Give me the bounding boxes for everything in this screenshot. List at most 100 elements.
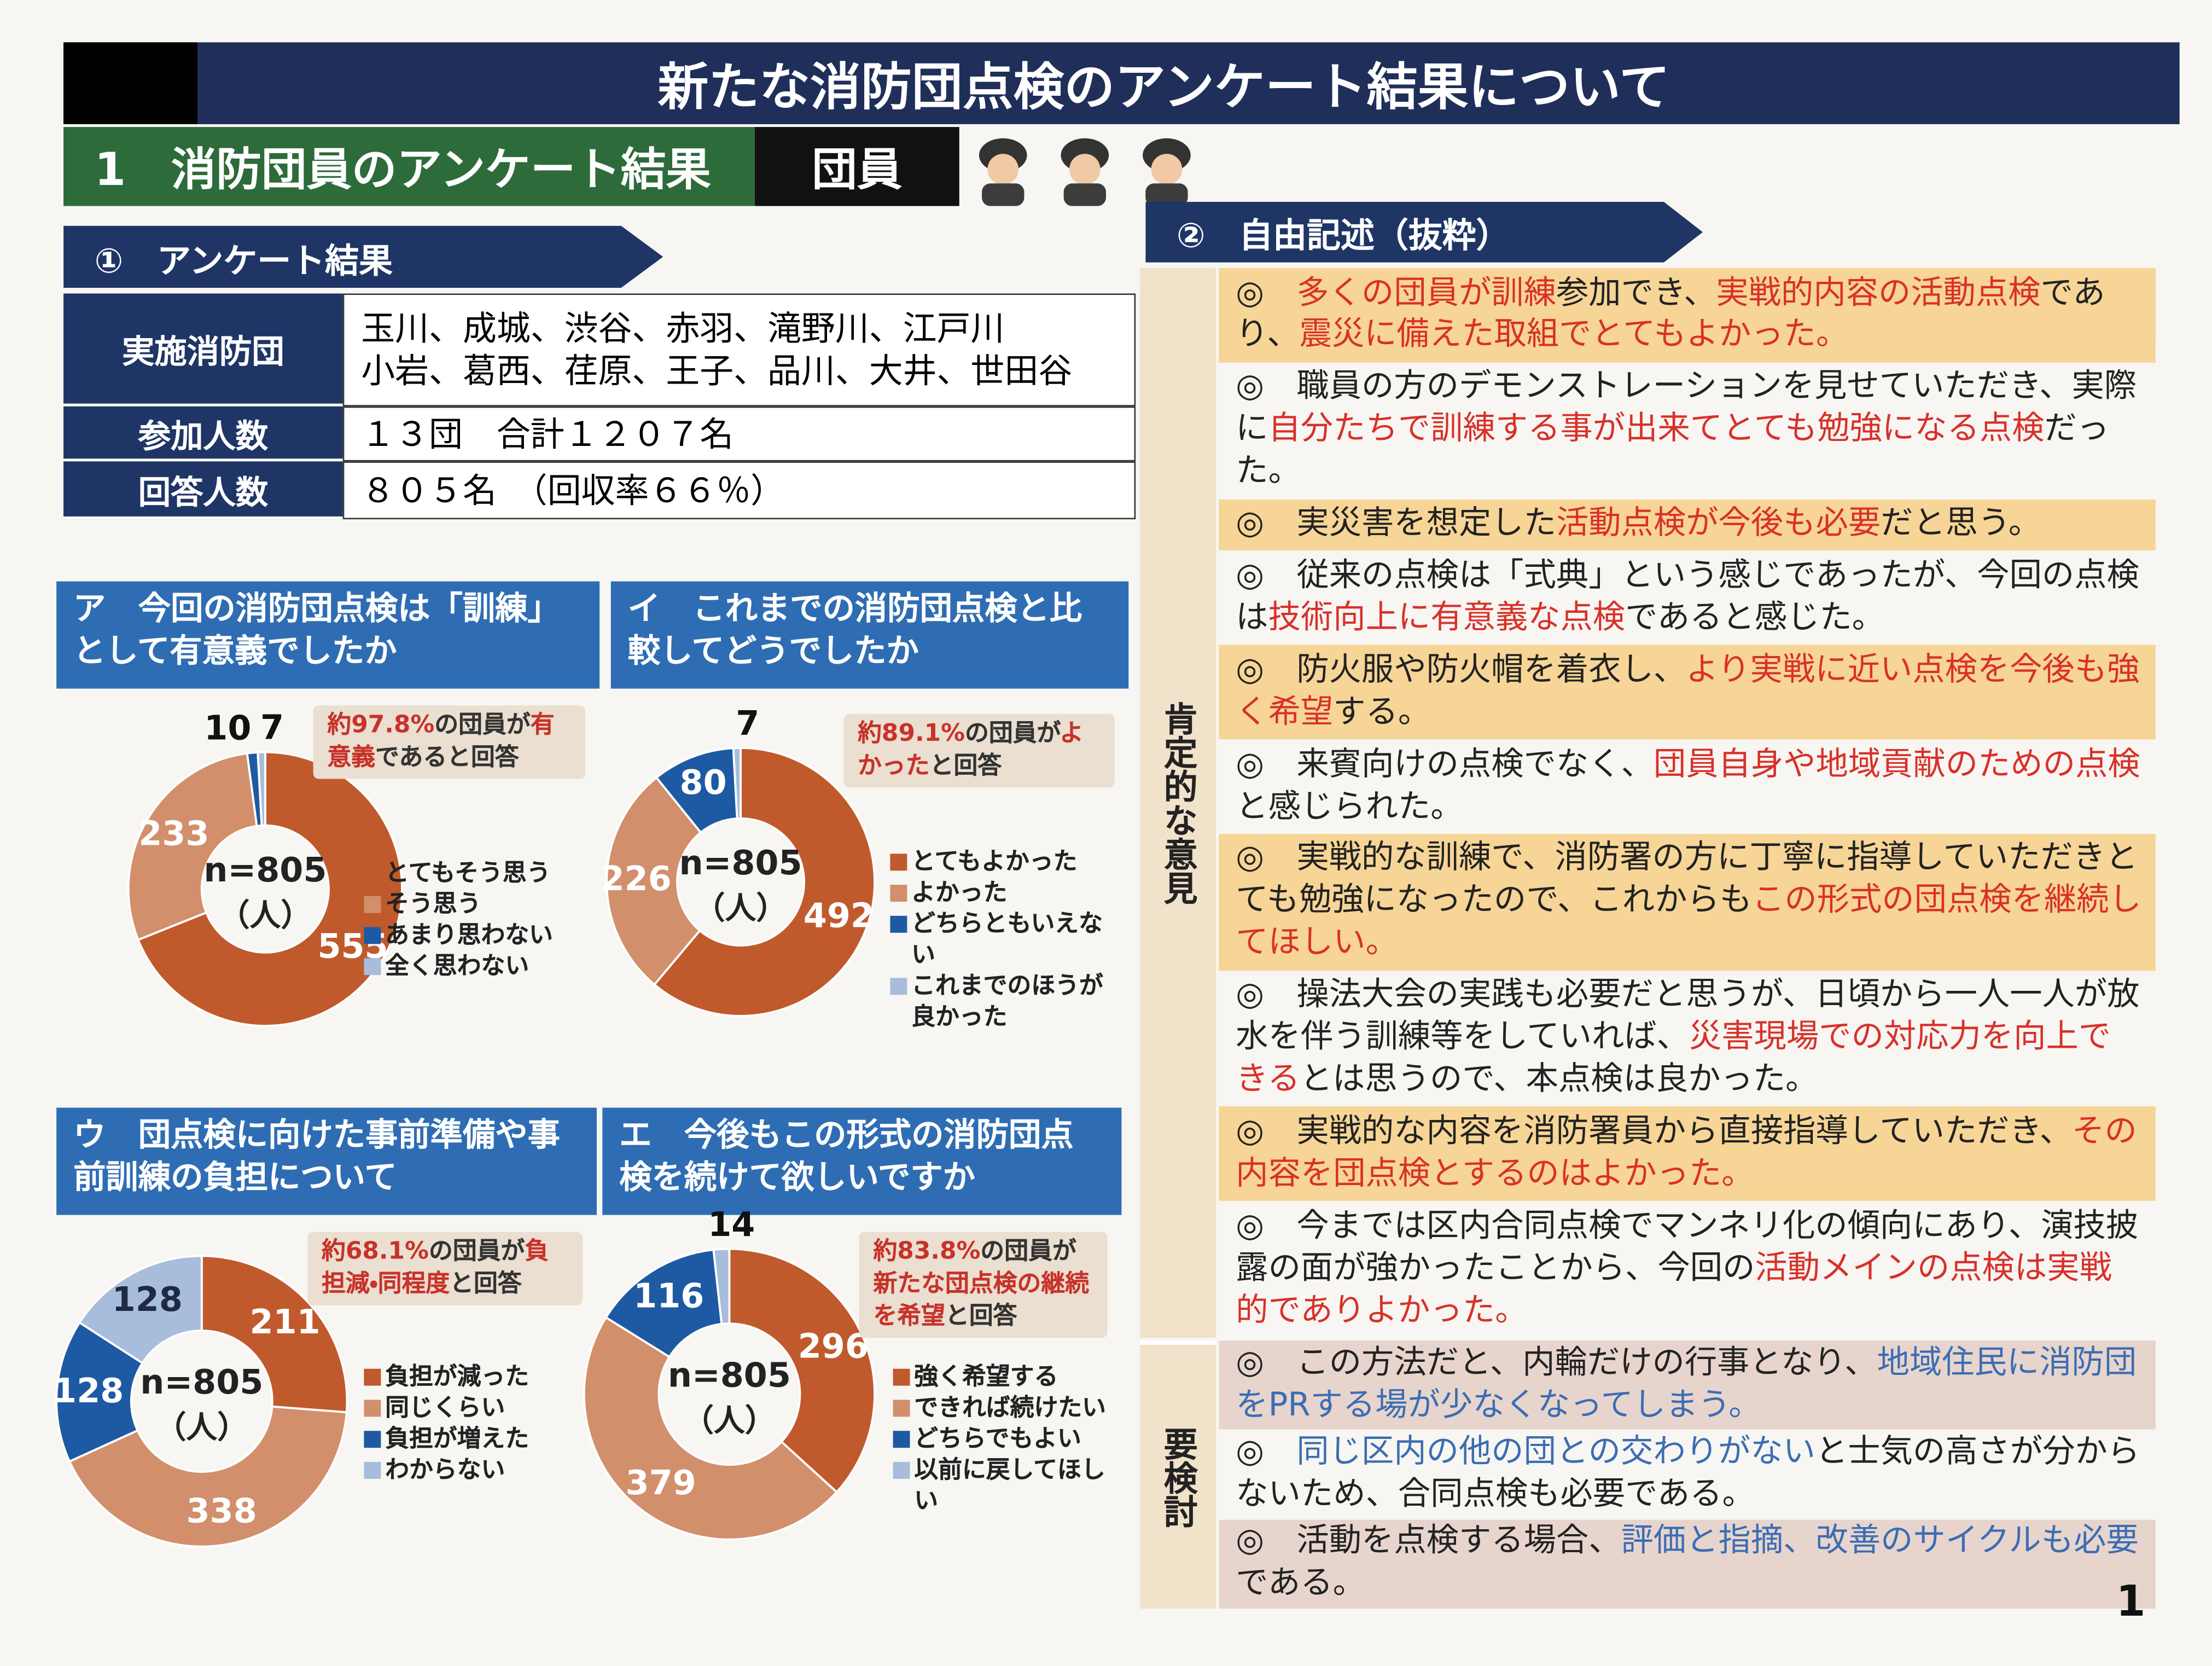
title-bar: 新たな消防団点検のアンケート結果について [63, 42, 2180, 124]
center-label: n=805 [668, 1355, 791, 1395]
table-text: 玉川、成城、渋谷、赤羽、滝野川、江戸川 [361, 309, 1005, 349]
legend-swatch [364, 1431, 381, 1448]
value-label: 492 [804, 896, 874, 935]
comment-text: ◎ 防火服や防火帽を着衣し、より実戦に近い点検を今後も強く希望する。 [1236, 651, 2141, 735]
legend-swatch [364, 896, 381, 913]
chart-title: エ 今後もこの形式の消防団点検を続けて欲しいですか [602, 1107, 1122, 1215]
legend-swatch [893, 1461, 910, 1479]
legend-label: よかった [911, 879, 1008, 908]
comment: ◎ 防火服や防火帽を着衣し、より実戦に近い点検を今後も強く希望する。 [1219, 645, 2156, 740]
value-label: 233 [138, 814, 209, 853]
callout-note: 約97.8%の団員が有意義であると回答 [313, 705, 586, 779]
text-segment: の団員が [980, 1237, 1076, 1266]
legend: 強く希望する できれば続けたい どちらでもよい 以前に戻してほしい [893, 1362, 1116, 1517]
pie-chart: 492 226 807 n=805 （人） [601, 704, 876, 1017]
legend-swatch [890, 978, 907, 995]
text-segment: ◎ 職員の方のデモンストレーションを見せていただき、実際に [1236, 369, 2137, 448]
callout-note: 約68.1%の団員が負担減・同程度と回答 [307, 1232, 583, 1305]
callout-note: 約83.8%の団員が新たな団点検の継続を希望と回答 [859, 1232, 1108, 1338]
text-segment: であると回答 [375, 744, 519, 772]
legend-item: とてもそう思う [364, 858, 593, 889]
text-segment: 震災に備えた取組でとてもよかった。 [1299, 316, 1849, 353]
legend-label: 負担が増えた [385, 1425, 529, 1454]
comment-text: ◎ 従来の点検は「式典」という感じであったが、今回の点検は技術向上に有意義な点検… [1236, 556, 2141, 640]
comment: ◎ 同じ区内の他の団との交わりがないと士気の高さが分からないため、合同点検も必要… [1219, 1430, 2156, 1519]
legend-item: とてもよかった [890, 846, 1123, 878]
comment: ◎ 操法大会の実践も必要だと思うが、日頃から一人一人が放水を伴う訓練等をしていれ… [1219, 971, 2156, 1107]
center-label: n=805 [679, 843, 802, 883]
pie-chart: 211 338 128 128 n=805 （人） [53, 1255, 348, 1548]
page-number: 1 [2116, 1577, 2146, 1627]
legend-swatch [364, 1461, 381, 1479]
legend-swatch [890, 915, 907, 933]
redaction [63, 42, 198, 124]
comment: ◎ この方法だと、内輪だけの行事となり、地域住民に消防団をPRする場が少なくなっ… [1219, 1340, 2156, 1430]
center-label: n=805 [203, 850, 327, 890]
pie-slice [583, 1316, 839, 1541]
legend-label: 負担が減った [385, 1363, 529, 1391]
text-segment: ◎ この方法だと、内輪だけの行事となり、 [1236, 1344, 1877, 1381]
legend-item: できれば続けたい [893, 1393, 1116, 1424]
pie-slice [137, 751, 403, 1027]
text-segment: であり、 [1236, 274, 2105, 353]
legend-swatch [893, 1431, 910, 1448]
comment: ◎ 来賓向けの点検でなく、団員自身や地域貢献のための点検と感じられた。 [1219, 740, 2156, 834]
chart-panel: ア 今回の消防団点検は「訓練」として有意義でしたか 555 233 10 7 n=805 （… [56, 581, 600, 1076]
text-segment: と士気の高さが分からないため、合同点検も必要である。 [1236, 1433, 2140, 1513]
subheading: ① アンケート結果 [63, 225, 663, 288]
legend-label: とてもそう思う [385, 859, 551, 888]
value-label: 80 [680, 763, 727, 802]
comment: ◎ 実災害を想定した活動点検が今後も必要だと思う。 [1219, 498, 2156, 552]
value-label: 128 [53, 1371, 124, 1410]
center-unit: （人） [155, 1409, 248, 1446]
legend-label: できれば続けたい [914, 1394, 1107, 1423]
chart-title: ウ 団点検に向けた事前準備や事前訓練の負担について [56, 1107, 597, 1215]
legend-swatch [364, 864, 381, 882]
comment-list: ◎ この方法だと、内輪だけの行事となり、地域住民に消防団をPRする場が少なくなっ… [1219, 1340, 2156, 1609]
table-cell: ８０５名 （回収率６６％） [342, 461, 1136, 520]
pie-slice [732, 746, 742, 820]
comment-list: ◎ 多くの団員が訓練参加でき、実戦的内容の活動点検であり、震災に備えた取組でとて… [1219, 268, 2156, 1338]
text-segment: 多くの団員が訓練 [1296, 274, 1556, 311]
table-text: 小岩、葛西、荏原、王子、品川、大井、世田谷 [361, 351, 1073, 391]
value-label: 296 [798, 1326, 869, 1366]
legend-label: 全く思わない [385, 952, 529, 981]
side-label: 肯定的な意見 [1139, 268, 1216, 1338]
value-label: 128 [112, 1280, 183, 1319]
text-segment: 同じ区内の他の団との交わりがない [1296, 1433, 1815, 1471]
firefighter-icon [970, 136, 1035, 206]
text-segment: 実戦的内容の活動点検 [1716, 274, 2041, 311]
text-segment: の団員が [429, 1237, 525, 1266]
center-label: n=805 [140, 1362, 263, 1402]
text-segment: ◎ 実戦的な内容を消防署員から直接指導していただき、 [1236, 1113, 2073, 1150]
table-cell: 玉川、成城、渋谷、赤羽、滝野川、江戸川 小岩、葛西、荏原、王子、品川、大井、世田谷 [342, 293, 1136, 407]
text-segment: と感じられた。 [1236, 788, 1463, 825]
legend-swatch [893, 1368, 910, 1386]
comment-text: ◎ 実戦的な訓練で、消防署の方に丁寧に指導していただきとても勉強になったので、こ… [1236, 839, 2141, 965]
text-segment: 評価と指摘、改善のサイクルも必要 [1621, 1523, 2139, 1560]
comment-text: ◎ 実戦的な内容を消防署員から直接指導していただき、その内容を団点検とするのはよ… [1236, 1112, 2141, 1196]
comment-text: ◎ 実災害を想定した活動点検が今後も必要だと思う。 [1236, 504, 2141, 546]
text-segment: 新たな団点検の継続を希望 [873, 1270, 1090, 1331]
table-text: １３団 合計１２０７名 [361, 414, 734, 454]
text-segment: 約97.8% [327, 711, 435, 740]
text-segment: と回答 [945, 1302, 1017, 1331]
legend-item: どちらでもよい [893, 1424, 1116, 1455]
icon [1143, 138, 1191, 206]
legend-item: 同じくらい [364, 1393, 591, 1424]
text-segment: 約89.1% [858, 719, 965, 748]
table-label: 回答人数 [63, 461, 343, 520]
legend-label: とてもよかった [911, 848, 1078, 876]
comment-text: ◎ 同じ区内の他の団との交わりがないと士気の高さが分からないため、合同点検も必要… [1236, 1432, 2141, 1517]
text-segment: 地域住民に消防団をPRする場が少なくなってしまう。 [1236, 1344, 2137, 1424]
comment-text: ◎ 活動を点検する場合、評価と指摘、改善のサイクルも必要である。 [1236, 1522, 2141, 1606]
legend-label: 同じくらい [385, 1394, 505, 1423]
pie-slice [55, 1321, 144, 1463]
value-label: 338 [186, 1491, 257, 1531]
text-segment: と回答 [929, 752, 1002, 781]
text-segment: である。 [1236, 1565, 1366, 1603]
legend-label: そう思う [385, 890, 481, 919]
comment: ◎ 職員の方のデモンストレーションを見せていただき、実際に自分たちで訓練する事が… [1219, 362, 2156, 498]
